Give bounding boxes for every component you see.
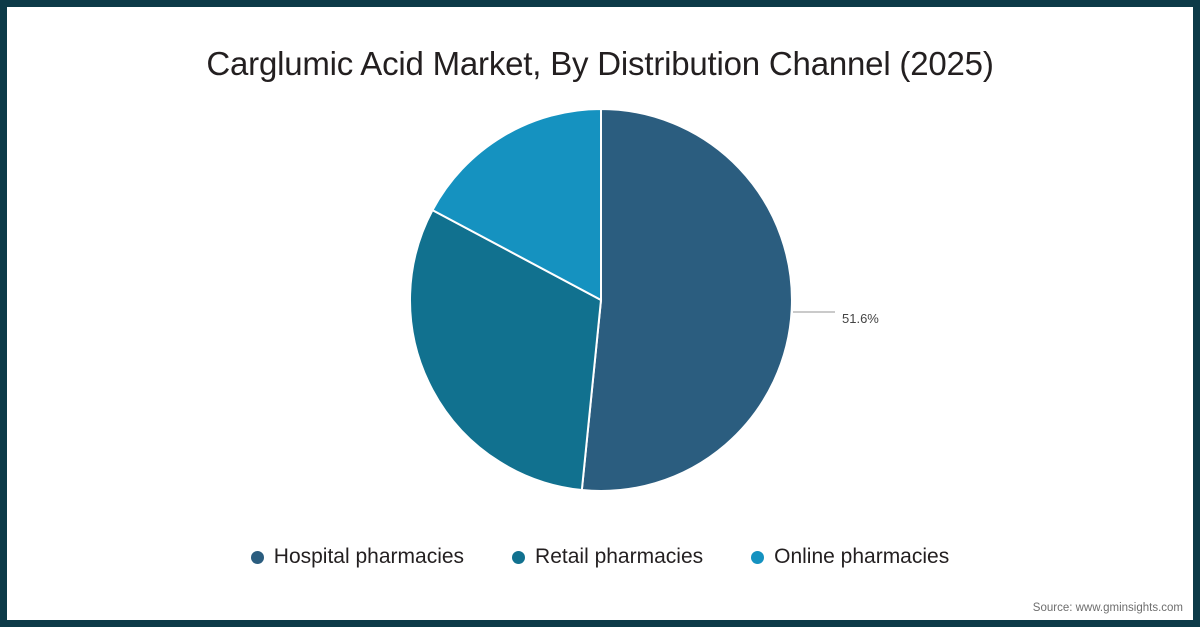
legend-item-hospital-pharmacies[interactable]: Hospital pharmacies <box>250 545 465 569</box>
pie-slice-online-pharmacies[interactable] <box>431 107 602 302</box>
legend-item-label: Retail pharmacies <box>535 545 704 568</box>
legend-marker-icon <box>512 550 526 564</box>
source-attribution: Source: www.gminsights.com <box>1032 602 1183 614</box>
legend-item-retail-pharmacies[interactable]: Retail pharmacies <box>512 545 703 569</box>
pie-slice-retail-pharmacies[interactable] <box>409 208 603 492</box>
legend-item-label: Hospital pharmacies <box>273 545 465 568</box>
page-title: Carglumic Acid Market, By Distribution C… <box>206 45 994 82</box>
pie-chart-svg <box>409 107 835 492</box>
chart-legend: Hospital pharmacies Retail pharmacies On… <box>7 545 1193 569</box>
pie-slice-hospital-pharmacies[interactable] <box>580 107 793 492</box>
legend-marker-icon <box>751 550 765 564</box>
data-label-hospital-pharmacies: 51.6% <box>842 311 879 326</box>
pie-chart-area: 51.6% <box>7 7 1193 620</box>
legend-item-online-pharmacies[interactable]: Online pharmacies <box>751 545 949 569</box>
legend-marker-icon <box>250 550 264 564</box>
legend-item-label: Online pharmacies <box>774 545 950 568</box>
